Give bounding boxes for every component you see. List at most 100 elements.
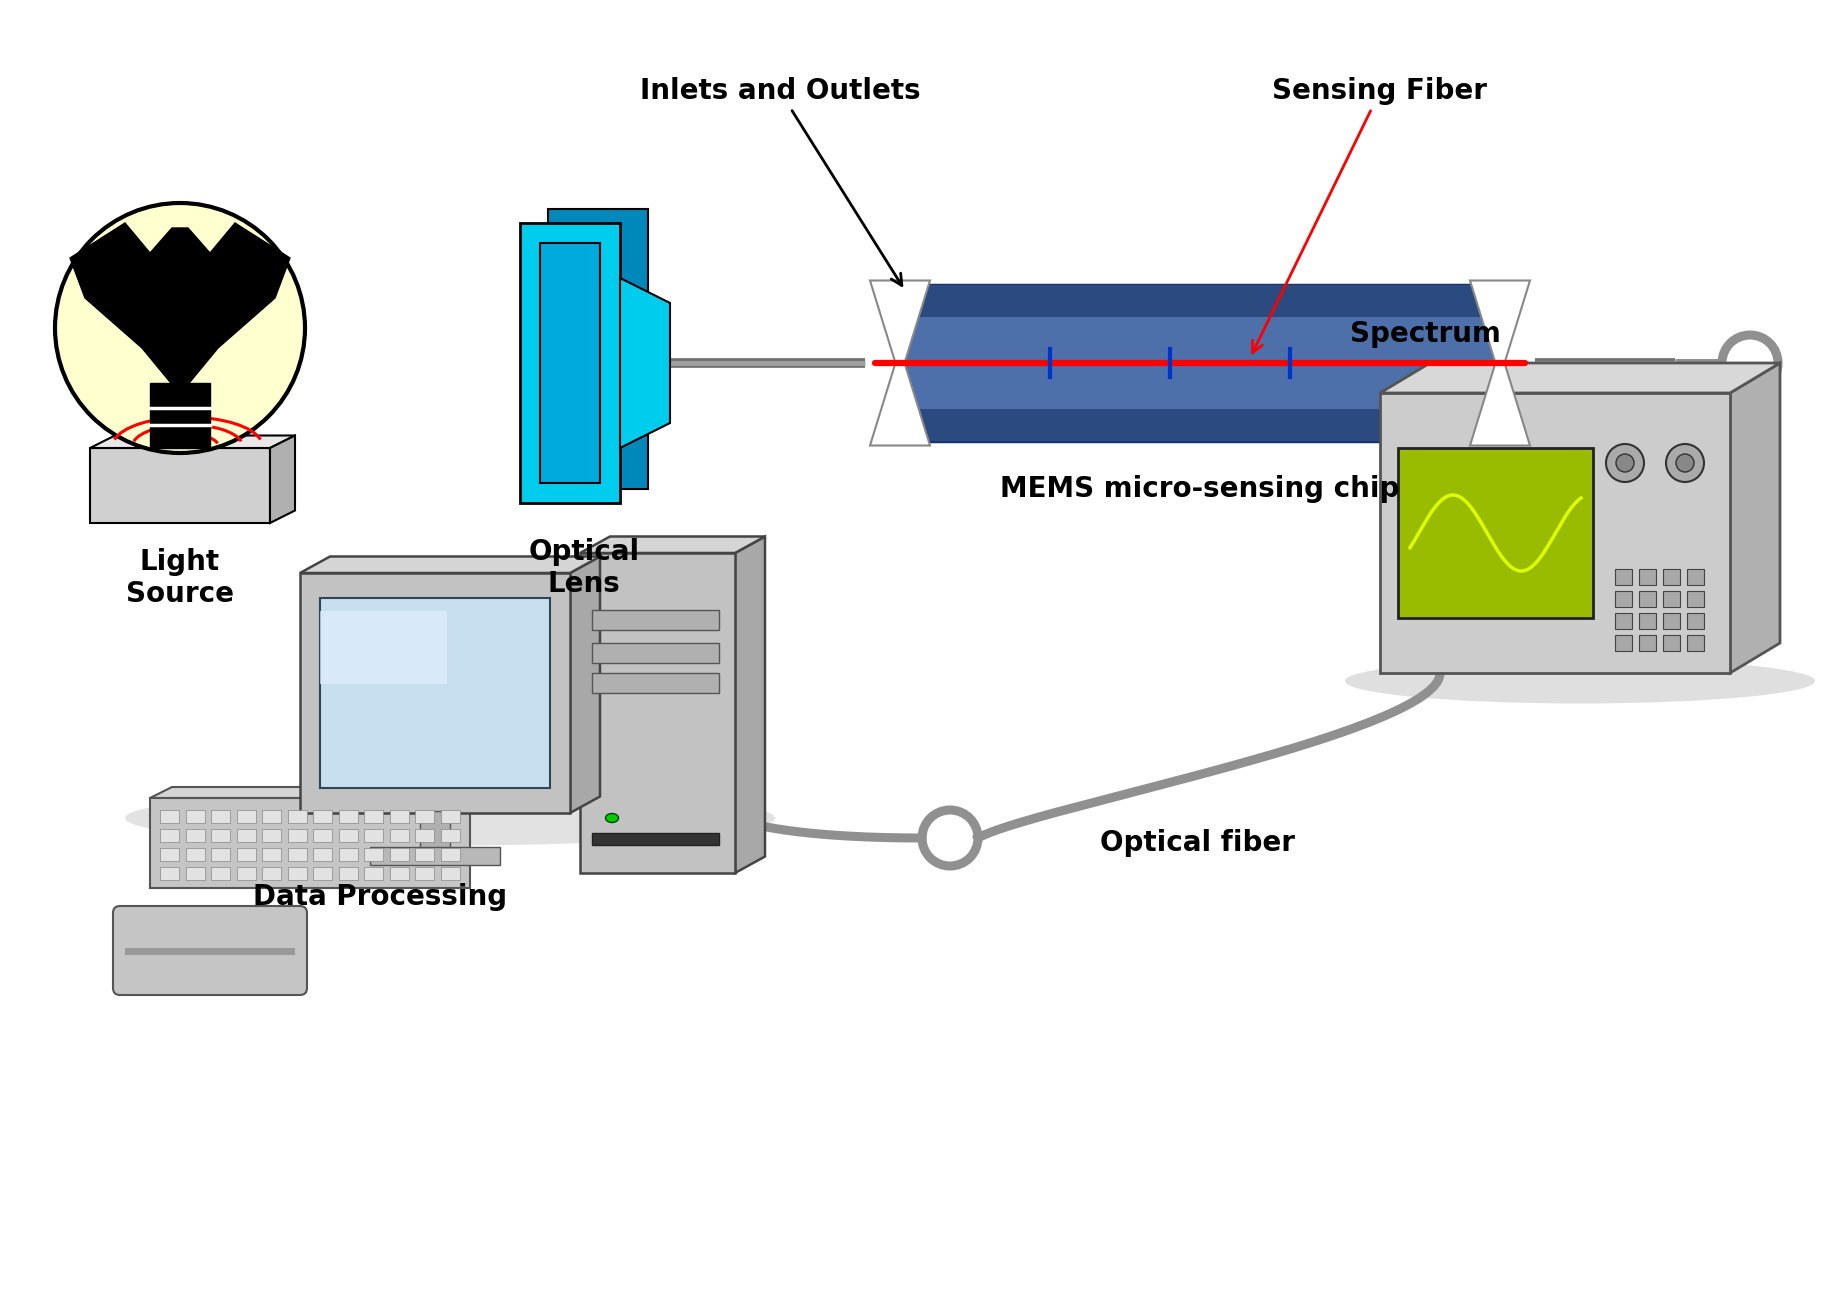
Ellipse shape (1345, 658, 1815, 703)
Bar (420, 811, 450, 851)
Polygon shape (870, 281, 931, 446)
Bar (186, 809, 205, 824)
Polygon shape (271, 436, 295, 522)
Bar (313, 829, 332, 842)
Bar (440, 868, 459, 881)
Polygon shape (70, 222, 289, 388)
Bar (1614, 613, 1633, 628)
Bar (262, 829, 280, 842)
Polygon shape (90, 436, 295, 447)
Bar (160, 868, 179, 881)
Text: Data Processing: Data Processing (252, 883, 507, 912)
Ellipse shape (125, 790, 776, 846)
Bar (313, 848, 332, 861)
Bar (415, 809, 433, 824)
Bar (415, 868, 433, 881)
Bar (288, 829, 306, 842)
Bar (440, 809, 459, 824)
Bar (899, 286, 1500, 441)
Bar (149, 383, 210, 447)
Bar (1638, 635, 1657, 650)
Ellipse shape (1675, 454, 1694, 472)
Bar (520, 222, 619, 503)
Bar (365, 809, 383, 824)
Bar (592, 610, 719, 630)
Bar (339, 868, 358, 881)
Bar (339, 829, 358, 842)
Bar (365, 868, 383, 881)
Ellipse shape (1616, 454, 1635, 472)
Bar (581, 553, 735, 873)
Bar (236, 809, 256, 824)
Bar (160, 829, 179, 842)
Bar (389, 829, 409, 842)
Bar (288, 868, 306, 881)
Bar (415, 848, 433, 861)
Ellipse shape (606, 813, 619, 822)
Bar (288, 848, 306, 861)
Polygon shape (1471, 281, 1530, 446)
Bar (547, 209, 649, 489)
Polygon shape (1731, 363, 1780, 672)
Bar (540, 243, 601, 484)
Bar (149, 798, 470, 888)
Bar (125, 948, 295, 956)
Bar (365, 848, 383, 861)
Bar (1638, 569, 1657, 584)
Bar (339, 848, 358, 861)
FancyBboxPatch shape (112, 906, 308, 996)
Bar (1662, 591, 1681, 606)
Polygon shape (735, 537, 765, 873)
Bar (415, 829, 433, 842)
Bar (440, 848, 459, 861)
Polygon shape (300, 556, 601, 573)
Text: MEMS micro-sensing chip: MEMS micro-sensing chip (1001, 476, 1399, 503)
Polygon shape (619, 278, 671, 447)
Polygon shape (1380, 363, 1780, 393)
Bar (300, 573, 569, 813)
Bar (389, 868, 409, 881)
Bar (236, 848, 256, 861)
Bar (339, 809, 358, 824)
Bar (389, 848, 409, 861)
Bar (160, 809, 179, 824)
Bar (160, 848, 179, 861)
Bar (1614, 569, 1633, 584)
Text: Optical
Lens: Optical Lens (529, 538, 640, 599)
Bar (1662, 613, 1681, 628)
Bar (1686, 591, 1705, 606)
Ellipse shape (1666, 443, 1705, 482)
Bar (370, 847, 499, 865)
Text: Optical fiber: Optical fiber (1100, 829, 1296, 857)
Bar (262, 848, 280, 861)
Bar (288, 809, 306, 824)
Bar (1638, 613, 1657, 628)
Bar (1686, 569, 1705, 584)
Text: Sensing Fiber: Sensing Fiber (1253, 78, 1487, 353)
Bar (592, 672, 719, 693)
Text: Inlets and Outlets: Inlets and Outlets (640, 78, 920, 286)
Bar (1614, 635, 1633, 650)
Bar (1662, 635, 1681, 650)
Ellipse shape (55, 203, 304, 453)
Polygon shape (149, 787, 492, 798)
Bar (186, 868, 205, 881)
Polygon shape (569, 556, 601, 813)
Bar (440, 829, 459, 842)
Bar (313, 809, 332, 824)
Bar (210, 829, 230, 842)
Bar (592, 643, 719, 663)
Bar (1662, 569, 1681, 584)
Bar (210, 868, 230, 881)
Bar (186, 848, 205, 861)
Bar (389, 809, 409, 824)
Polygon shape (90, 447, 271, 522)
Bar (313, 868, 332, 881)
Bar (1399, 447, 1592, 618)
Text: Spectrum: Spectrum (1349, 319, 1500, 348)
Bar (321, 612, 446, 684)
Bar (592, 833, 719, 846)
Text: Light
Source: Light Source (125, 548, 234, 609)
Bar (899, 409, 1500, 441)
Bar (210, 848, 230, 861)
